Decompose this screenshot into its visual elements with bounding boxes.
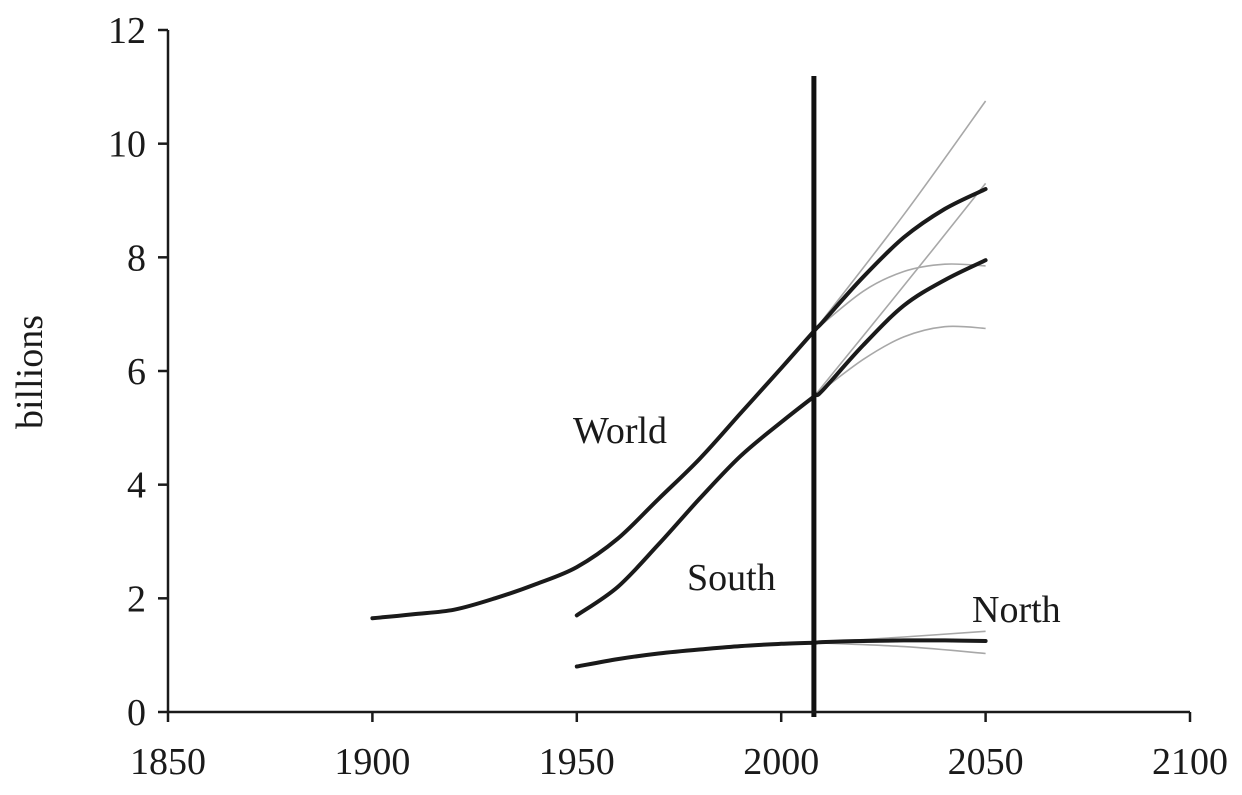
projection-variant-line-north — [813, 641, 986, 655]
series-label-world: World — [573, 410, 667, 452]
series-label-north: North — [972, 589, 1061, 631]
series-label-south: South — [687, 557, 776, 599]
x-tick-label: 1900 — [334, 741, 410, 783]
y-tick-label: 0 — [127, 692, 146, 734]
x-tick-label: 1950 — [539, 741, 615, 783]
y-tick-label: 4 — [127, 465, 146, 507]
x-tick-label: 2000 — [743, 741, 819, 783]
y-tick-label: 12 — [108, 10, 146, 52]
axes: 1850 1900 1950 2000 2050 2100 0 2 4 6 8 10 12 — [108, 10, 1228, 783]
series-line-north — [574, 638, 988, 669]
y-tick-label: 2 — [127, 578, 146, 620]
y-axis-ticks: 0 2 4 6 8 10 12 — [108, 10, 168, 734]
projection-variant-line-world — [813, 263, 986, 332]
y-tick-label: 6 — [127, 351, 146, 393]
y-tick-label: 8 — [127, 237, 146, 279]
x-axis-ticks: 1850 1900 1950 2000 2050 2100 — [130, 712, 1228, 783]
y-axis-title: billions — [9, 315, 51, 429]
series-line-south — [574, 258, 988, 618]
y-tick-label: 10 — [108, 124, 146, 166]
series-line-world — [370, 187, 988, 621]
x-tick-label: 2100 — [1152, 741, 1228, 783]
projection-variants — [813, 100, 987, 655]
series-lines — [370, 187, 988, 669]
projection-variant-line-world — [813, 100, 987, 332]
projection-variant-line-south — [813, 182, 987, 398]
x-tick-label: 2050 — [948, 741, 1024, 783]
projection-variant-line-south — [813, 325, 986, 398]
x-tick-label: 1850 — [130, 741, 206, 783]
